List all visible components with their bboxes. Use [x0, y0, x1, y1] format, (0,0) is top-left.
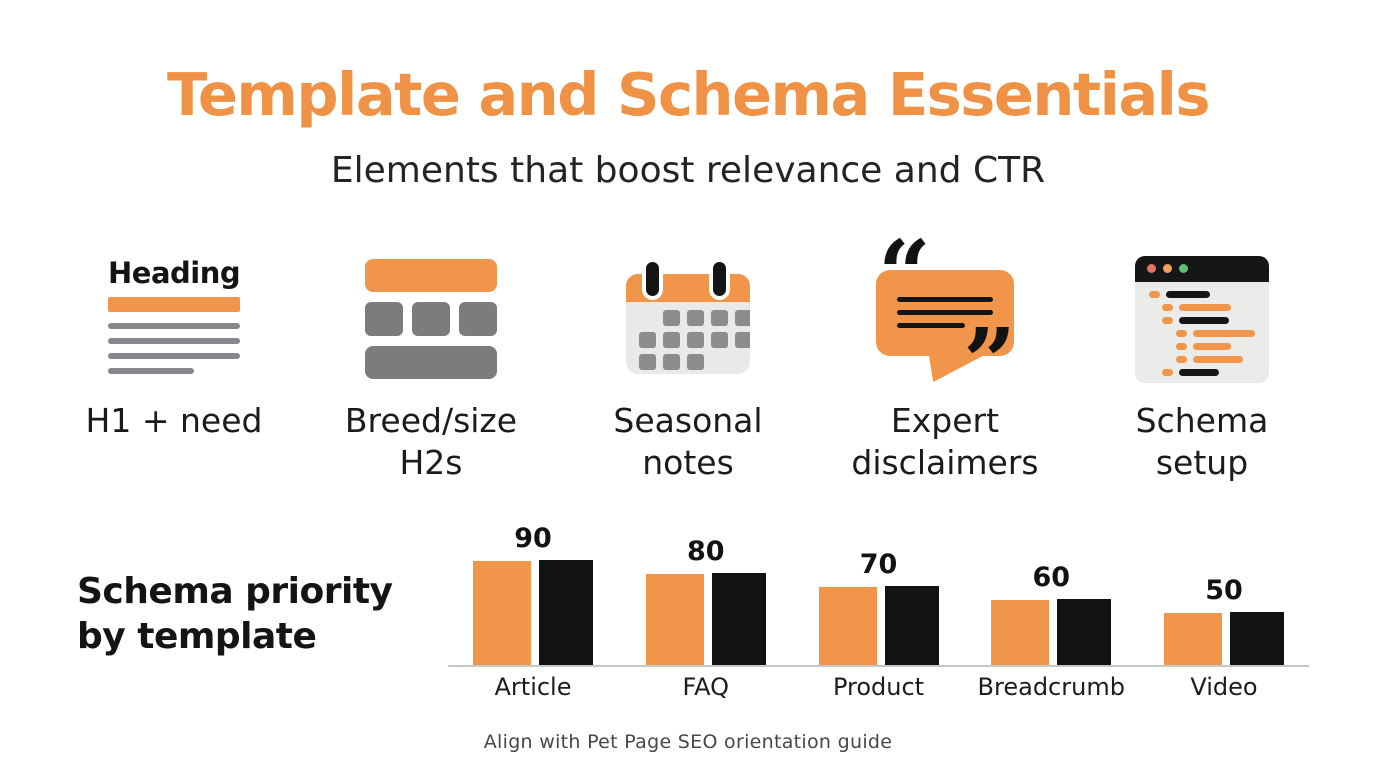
layout-icon-square	[412, 302, 450, 336]
bar-breadcrumb-orange	[991, 600, 1050, 665]
feature-label: Breed/size H2s	[344, 401, 518, 483]
calendar-day-cell	[663, 310, 680, 326]
bar-group-breadcrumb: 60 Breadcrumb	[978, 527, 1125, 701]
bar-product-orange	[818, 587, 877, 665]
feature-label: H1 + need	[85, 401, 263, 440]
calendar-day-grid	[626, 302, 750, 370]
browser-dot-orange-icon	[1163, 264, 1172, 273]
feature-label: Expert disclaimers	[851, 401, 1039, 483]
calendar-header	[626, 274, 750, 302]
browser-title-bar	[1135, 255, 1269, 282]
calendar-day-cell	[711, 310, 728, 326]
layout-icon-header-block	[365, 259, 497, 292]
schema-priority-chart: 90 Article 80 FAQ 70 Product 60 Breadcrumb 50 Vid…	[448, 523, 1309, 701]
calendar-day-cell	[687, 354, 704, 370]
bar-value-label: 60	[1032, 562, 1071, 593]
calendar-icon	[626, 262, 750, 376]
open-quote-mark-icon: “	[878, 220, 931, 328]
bar-group-faq: 80 FAQ	[645, 527, 767, 701]
browser-code-icon	[1135, 255, 1269, 383]
bar-group-article: 90 Article	[472, 523, 594, 701]
bar-value-label: 50	[1205, 575, 1243, 606]
layout-icon-footer-block	[365, 346, 497, 379]
calendar-day-cell	[711, 332, 728, 348]
quote-text-line	[897, 310, 993, 315]
bar-breadcrumb-black	[1057, 599, 1112, 665]
category-label: Video	[1190, 673, 1258, 701]
footer-note: Align with Pet Page SEO orientation guid…	[483, 731, 893, 753]
close-quote-mark-icon: ”	[963, 308, 1016, 416]
feature-seasonal-notes: Seasonal notes	[560, 248, 817, 484]
category-label: Breadcrumb	[977, 673, 1125, 701]
layout-icon-square	[365, 302, 403, 336]
heading-icon-text-line	[108, 352, 240, 359]
browser-dot-green-icon	[1179, 264, 1188, 273]
feature-expert-disclaimers: “ ” Expert disclaimers	[817, 228, 1074, 484]
heading-icon-orange-bar	[108, 296, 240, 312]
calendar-day-cell	[687, 332, 704, 348]
calendar-day-cell	[663, 354, 680, 370]
bar-faq-orange	[645, 574, 704, 665]
calendar-day-cell	[639, 332, 656, 348]
features-row: Heading H1 + need	[0, 228, 1376, 484]
heading-icon-text-line	[108, 367, 194, 374]
bar-video-black	[1230, 612, 1284, 665]
quote-text-line	[897, 297, 993, 302]
page-title: Template and Schema Essentials	[167, 60, 1210, 129]
bar-video-orange	[1164, 613, 1222, 665]
bar-group-product: 70 Product	[818, 527, 940, 701]
heading-document-icon: Heading	[108, 255, 241, 383]
bar-faq-black	[711, 573, 766, 665]
calendar-pin	[713, 262, 726, 296]
layout-icon-square	[459, 302, 497, 336]
bar-value-label: 80	[686, 536, 725, 567]
feature-h1-need: Heading H1 + need	[46, 248, 303, 484]
bar-article-orange	[473, 561, 531, 665]
quote-bubble-body	[876, 270, 1014, 356]
heading-icon-text-line	[108, 322, 240, 329]
browser-dot-red-icon	[1147, 264, 1156, 273]
heading-icon-text-line	[108, 337, 240, 344]
layout-blocks-icon	[365, 259, 497, 379]
calendar-day-cell	[687, 310, 704, 326]
browser-code-body	[1135, 281, 1269, 383]
feature-label: Schema setup	[1135, 401, 1269, 483]
quote-bubble-icon: “ ”	[870, 228, 1020, 408]
page-subtitle: Elements that boost relevance and CTR	[330, 150, 1046, 191]
bar-value-label: 70	[859, 549, 898, 580]
quote-text-line	[897, 323, 965, 328]
bar-group-video: 50 Video	[1163, 527, 1285, 701]
category-label: Product	[832, 673, 925, 701]
calendar-day-cell	[735, 332, 750, 348]
feature-breed-size-h2s: Breed/size H2s	[303, 248, 560, 484]
category-label: Article	[494, 673, 572, 701]
bar-value-label: 90	[514, 523, 552, 554]
heading-icon-word: Heading	[108, 255, 241, 290]
calendar-day-cell	[735, 310, 750, 326]
calendar-day-cell	[639, 354, 656, 370]
category-label: FAQ	[682, 673, 730, 701]
feature-schema-setup: Schema setup	[1074, 248, 1331, 484]
bar-product-black	[884, 586, 939, 665]
bar-article-black	[539, 560, 593, 665]
calendar-pin	[646, 262, 659, 296]
calendar-day-cell	[663, 332, 680, 348]
chart-heading: Schema priority by template	[77, 571, 393, 657]
feature-label: Seasonal notes	[613, 401, 763, 483]
